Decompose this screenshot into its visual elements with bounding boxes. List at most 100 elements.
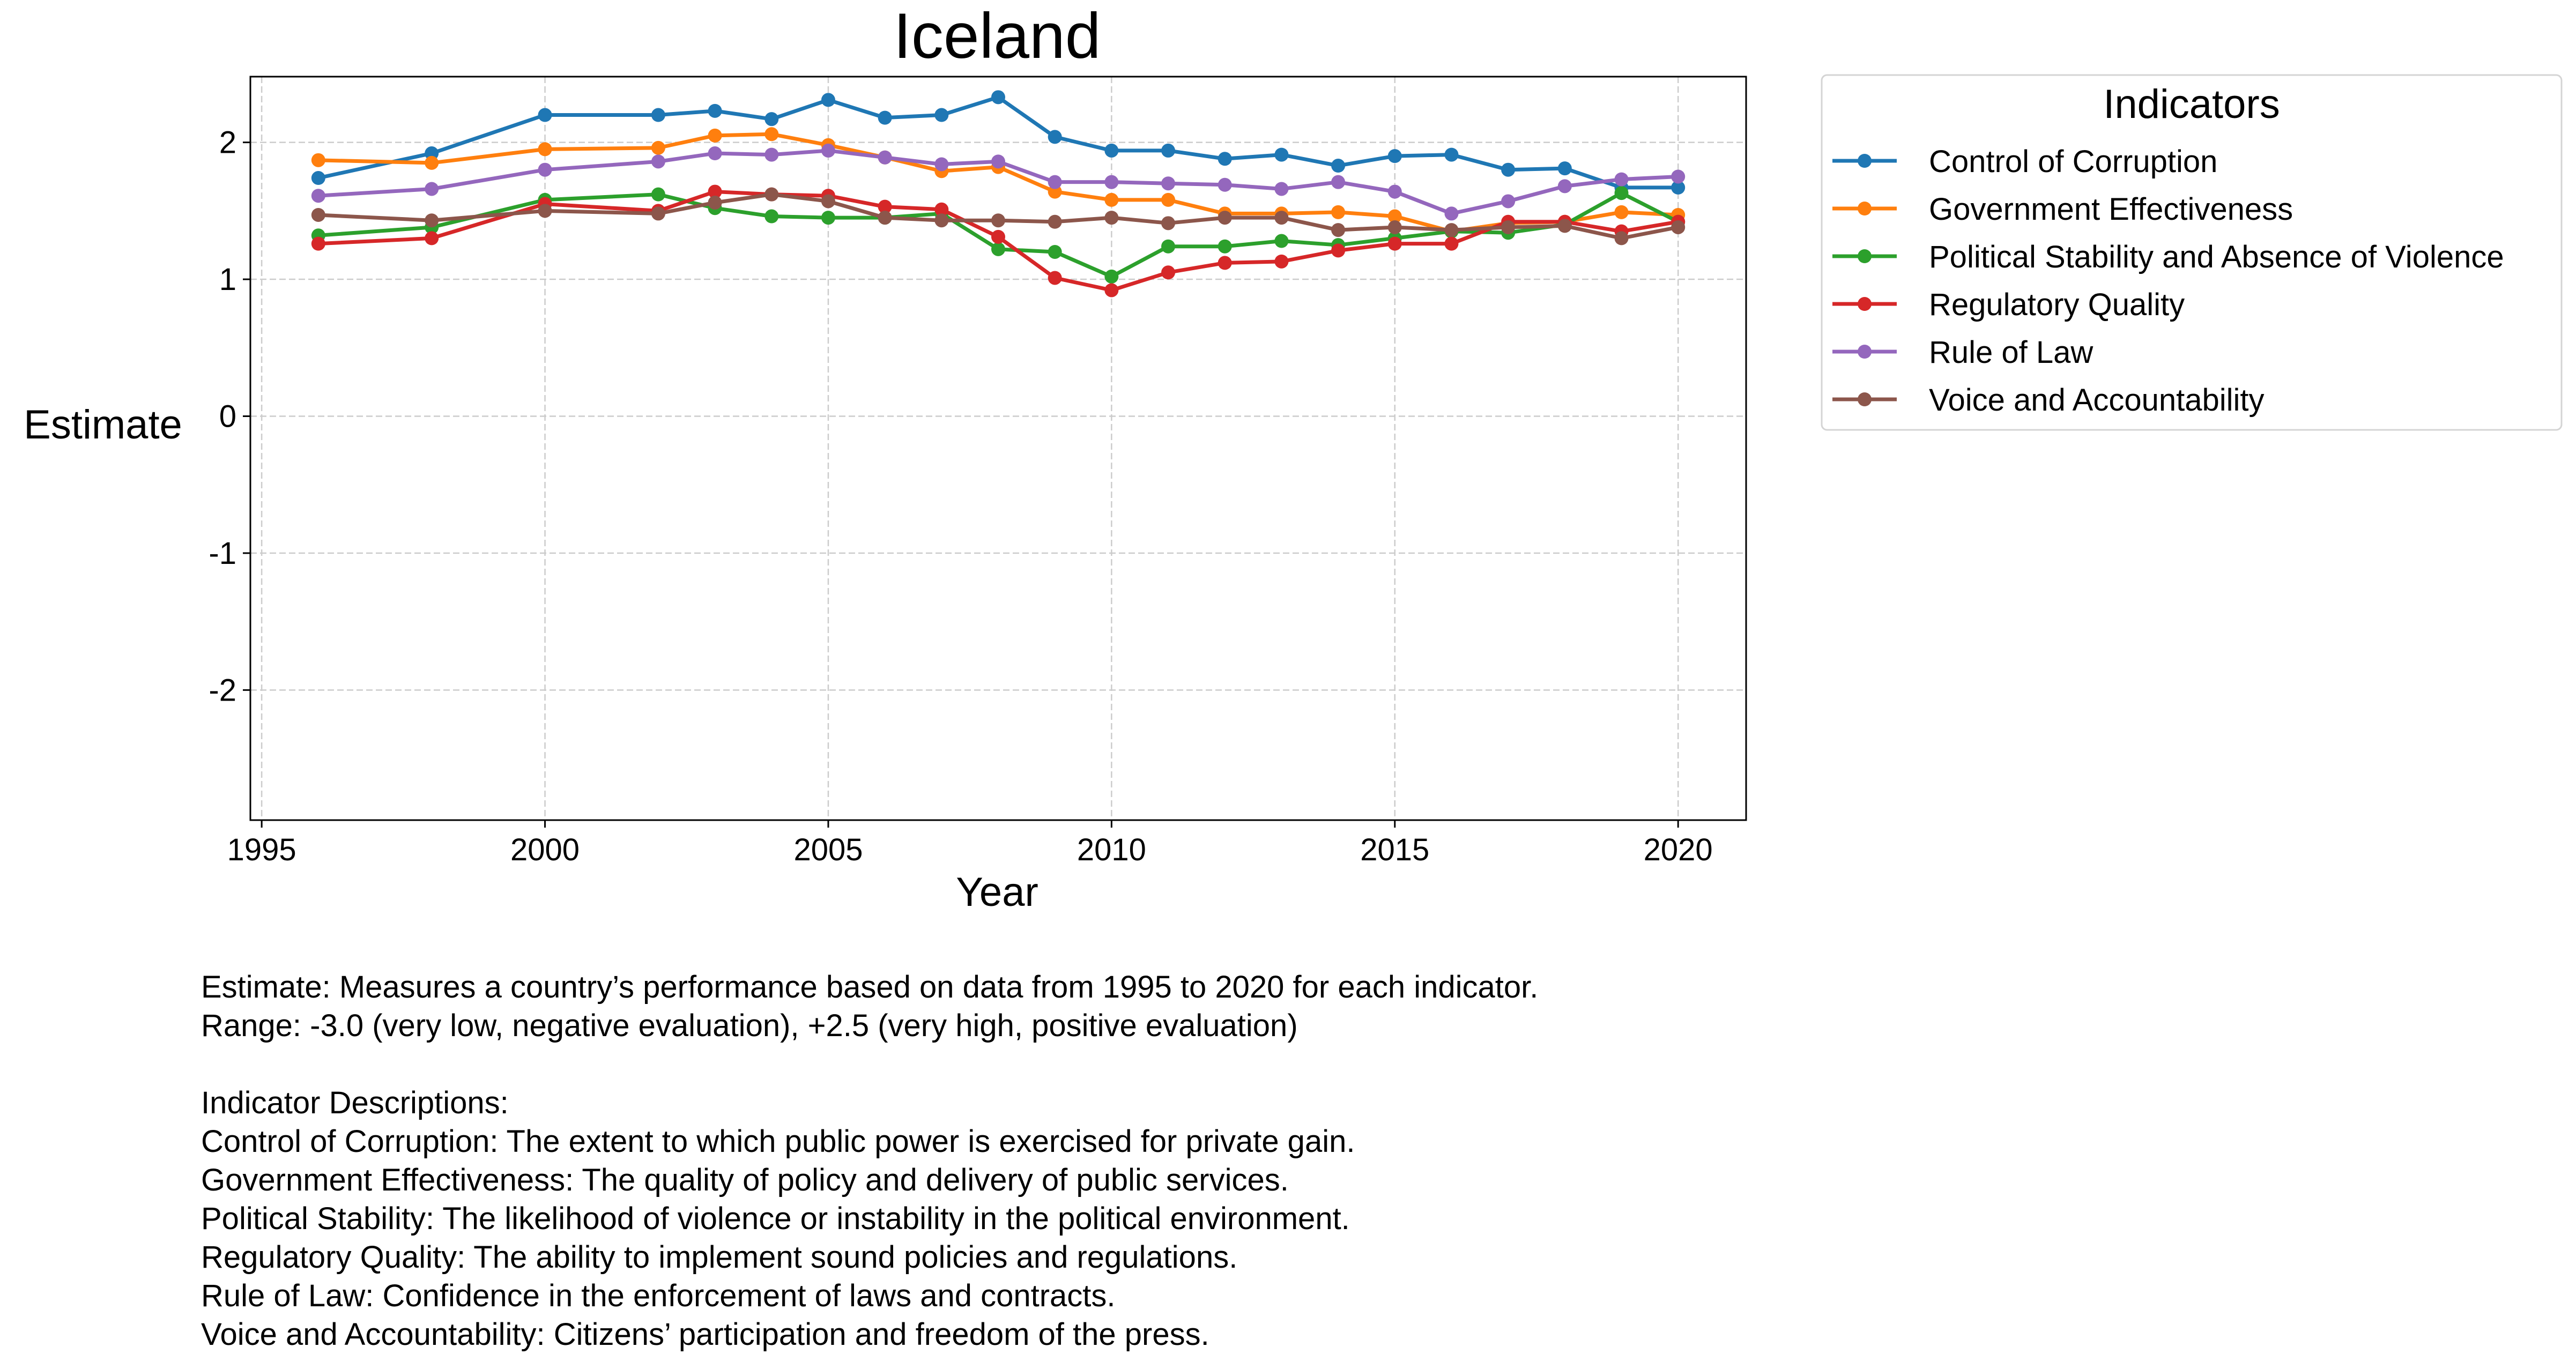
data-point bbox=[878, 150, 892, 165]
legend-entry-label: Control of Corruption bbox=[1929, 144, 2217, 179]
data-point bbox=[1274, 211, 1289, 225]
series-line bbox=[318, 190, 1679, 292]
data-point bbox=[1387, 209, 1402, 224]
description-item: Government Effectiveness: The quality of… bbox=[201, 1163, 1289, 1197]
data-point bbox=[538, 162, 552, 177]
description-item: Control of Corruption: The extent to whi… bbox=[201, 1124, 1355, 1159]
y-tick-label: -1 bbox=[209, 536, 236, 571]
data-point bbox=[1048, 244, 1062, 259]
data-point bbox=[1161, 265, 1176, 280]
legend-swatch-marker bbox=[1858, 249, 1872, 263]
data-point bbox=[991, 90, 1005, 105]
description-item: Voice and Accountability: Citizens’ part… bbox=[201, 1317, 1209, 1352]
data-point bbox=[1218, 239, 1232, 254]
data-point bbox=[1557, 179, 1572, 194]
legend-entry-label: Voice and Accountability bbox=[1929, 383, 2265, 418]
data-point bbox=[764, 187, 779, 202]
data-point bbox=[1218, 256, 1232, 270]
data-point bbox=[1614, 231, 1629, 245]
plot-frame bbox=[249, 76, 1747, 821]
data-point bbox=[311, 207, 325, 222]
data-point bbox=[1104, 175, 1119, 189]
data-point bbox=[1218, 152, 1232, 166]
data-point bbox=[1048, 214, 1062, 229]
data-point bbox=[708, 128, 722, 143]
data-point bbox=[1104, 269, 1119, 284]
x-tick-label: 2010 bbox=[1077, 832, 1146, 867]
legend: Indicators Control of Corruption Governmen… bbox=[1821, 74, 2563, 431]
data-point bbox=[311, 171, 325, 185]
series-line bbox=[318, 95, 1679, 190]
data-point bbox=[934, 157, 949, 172]
data-point bbox=[821, 143, 835, 158]
data-point bbox=[991, 213, 1005, 228]
data-point bbox=[1104, 143, 1119, 158]
data-point bbox=[1331, 223, 1346, 237]
data-point bbox=[1331, 243, 1346, 258]
y-tick-label: -2 bbox=[209, 673, 236, 708]
data-point bbox=[1274, 182, 1289, 196]
data-point bbox=[1274, 254, 1289, 269]
data-point bbox=[991, 154, 1005, 169]
legend-entry-label: Rule of Law bbox=[1929, 335, 2094, 370]
series-line bbox=[318, 148, 1679, 215]
data-point bbox=[538, 204, 552, 218]
data-point bbox=[1614, 172, 1629, 187]
data-point bbox=[1557, 219, 1572, 233]
data-point bbox=[1048, 130, 1062, 144]
data-point bbox=[651, 154, 665, 169]
legend-swatch-marker bbox=[1858, 392, 1872, 406]
description-item: Regulatory Quality: The ability to imple… bbox=[201, 1240, 1238, 1275]
axes: 1995 2000 2005 2010 2015 2020 -2 -1 0 1 2 bbox=[209, 76, 1747, 867]
data-point bbox=[708, 195, 722, 210]
x-tick-label: 2000 bbox=[510, 832, 580, 867]
data-point bbox=[708, 103, 722, 118]
series-0 bbox=[311, 90, 1686, 195]
data-point bbox=[425, 182, 439, 196]
data-point bbox=[425, 155, 439, 170]
data-point bbox=[1387, 149, 1402, 163]
data-point bbox=[934, 202, 949, 217]
data-point bbox=[1671, 169, 1686, 184]
y-tick-label: 0 bbox=[219, 399, 236, 434]
data-point bbox=[821, 93, 835, 107]
data-point bbox=[878, 110, 892, 125]
data-point bbox=[1501, 162, 1516, 177]
data-point bbox=[1444, 206, 1459, 221]
legend-swatch-marker bbox=[1858, 202, 1872, 215]
data-point bbox=[1331, 175, 1346, 189]
series-5 bbox=[311, 187, 1686, 245]
data-point bbox=[821, 194, 835, 209]
series-3 bbox=[311, 184, 1686, 297]
description-item: Rule of Law: Confidence in the enforceme… bbox=[201, 1278, 1116, 1313]
descriptions-heading: Indicator Descriptions: bbox=[201, 1085, 509, 1120]
data-point bbox=[425, 146, 439, 161]
data-point bbox=[1048, 184, 1062, 199]
estimate-note: Estimate: Measures a country’s performan… bbox=[201, 970, 1539, 1005]
data-point bbox=[934, 108, 949, 122]
data-point bbox=[1218, 211, 1232, 225]
data-point bbox=[708, 184, 722, 199]
data-point bbox=[538, 142, 552, 157]
data-point bbox=[878, 211, 892, 225]
data-point bbox=[651, 206, 665, 221]
data-point bbox=[1331, 205, 1346, 219]
data-point bbox=[1387, 236, 1402, 251]
x-tick-label: 2005 bbox=[793, 832, 863, 867]
data-point bbox=[311, 189, 325, 203]
data-point bbox=[1161, 216, 1176, 230]
legend-box bbox=[1821, 74, 2563, 431]
data-point bbox=[1501, 194, 1516, 209]
series-line bbox=[318, 192, 1679, 240]
data-point bbox=[764, 127, 779, 142]
y-axis-label: Estimate bbox=[24, 402, 182, 448]
data-point bbox=[764, 147, 779, 162]
data-point bbox=[1444, 147, 1459, 162]
data-point bbox=[311, 236, 325, 251]
legend-entry-label: Regulatory Quality bbox=[1929, 287, 2185, 322]
data-point bbox=[1331, 159, 1346, 173]
data-point bbox=[1161, 239, 1176, 254]
data-point bbox=[1104, 192, 1119, 207]
data-point bbox=[425, 231, 439, 245]
